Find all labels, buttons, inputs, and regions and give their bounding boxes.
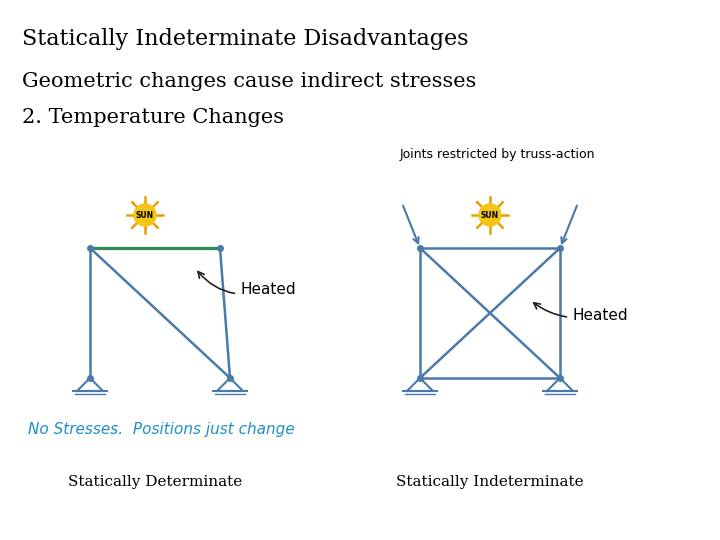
Text: 2. Temperature Changes: 2. Temperature Changes: [22, 108, 284, 127]
Circle shape: [479, 204, 501, 226]
Text: Joints restricted by truss-action: Joints restricted by truss-action: [400, 148, 595, 161]
Text: Heated: Heated: [534, 303, 628, 322]
Text: Heated: Heated: [198, 272, 296, 298]
Text: Geometric changes cause indirect stresses: Geometric changes cause indirect stresse…: [22, 72, 477, 91]
Text: No Stresses.  Positions just change: No Stresses. Positions just change: [28, 422, 294, 437]
Text: SUN: SUN: [136, 211, 154, 219]
Text: Statically Indeterminate Disadvantages: Statically Indeterminate Disadvantages: [22, 28, 469, 50]
Text: Statically Indeterminate: Statically Indeterminate: [396, 475, 584, 489]
Text: SUN: SUN: [481, 211, 499, 219]
Text: Statically Determinate: Statically Determinate: [68, 475, 242, 489]
Circle shape: [134, 204, 156, 226]
